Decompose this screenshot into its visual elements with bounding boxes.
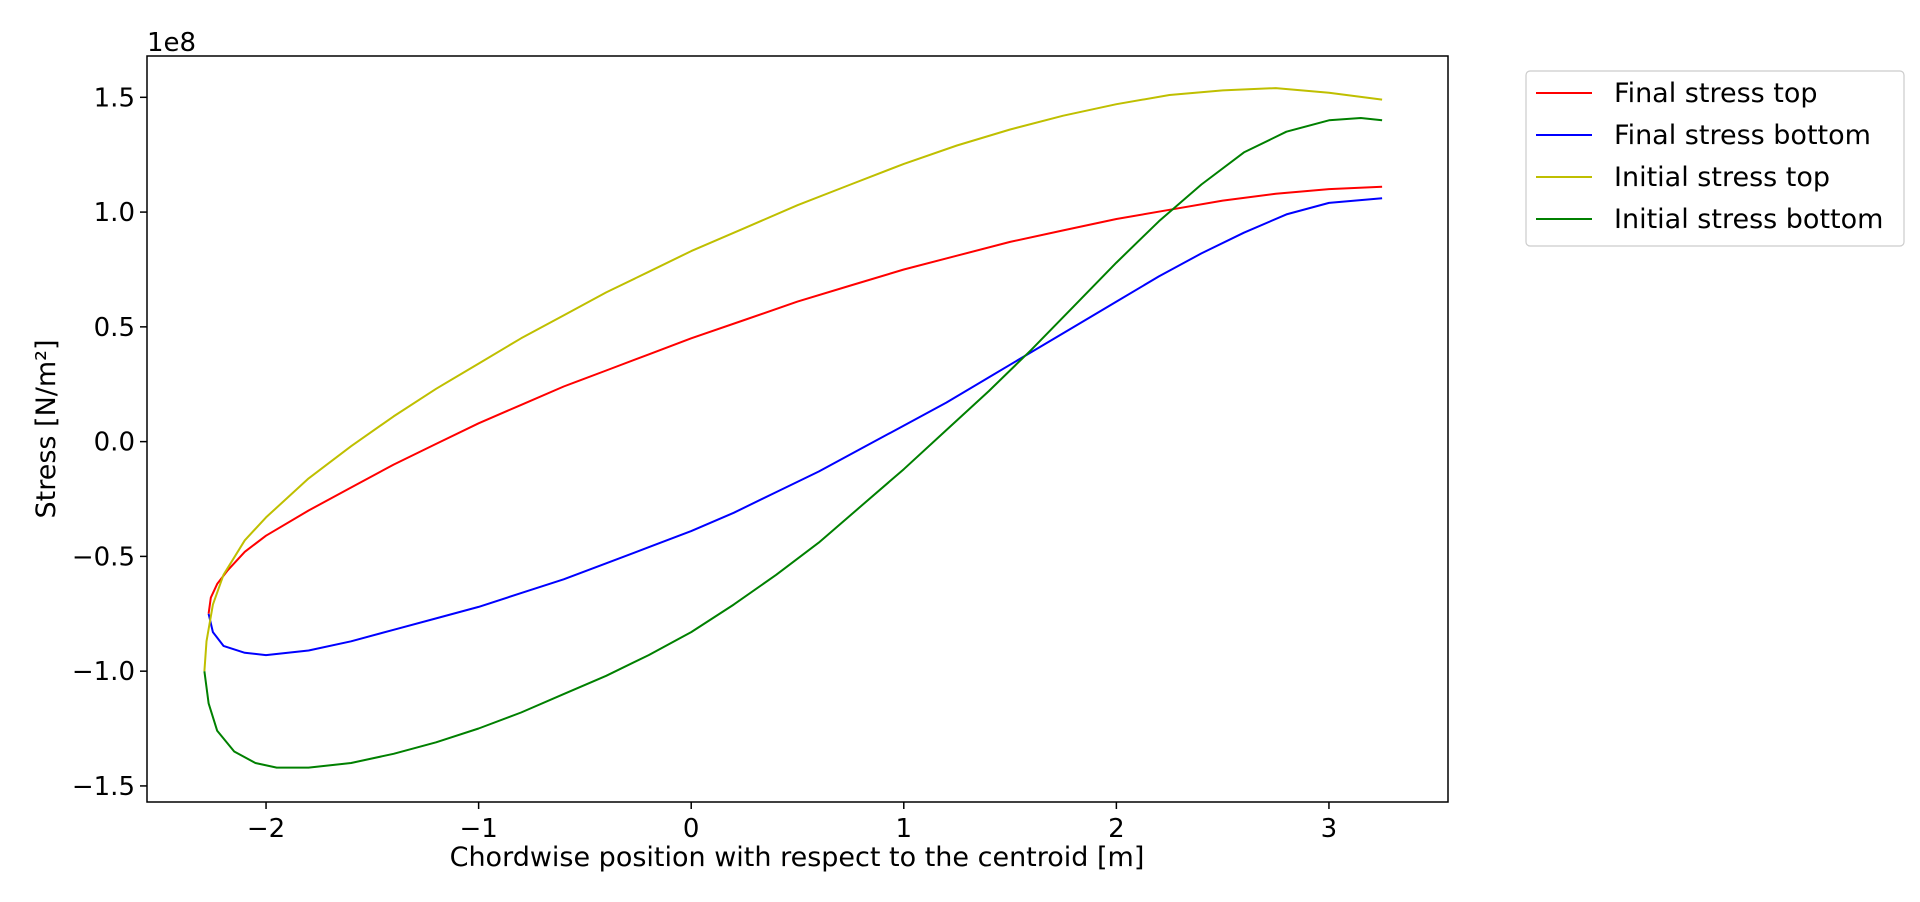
x-axis-ticks: −2 −1 0 1 2 3 bbox=[247, 802, 1337, 844]
series-layer bbox=[203, 87, 1383, 769]
x-tick-label: 1 bbox=[896, 814, 913, 844]
x-axis-label: Chordwise position with respect to the c… bbox=[450, 842, 1145, 873]
legend-label-1: Final stress top bbox=[1614, 78, 1818, 109]
legend-frame bbox=[1525, 70, 1905, 247]
y-offset-label: 1e8 bbox=[147, 28, 196, 58]
y-tick-label: −0.5 bbox=[72, 542, 135, 572]
x-tick-label: −1 bbox=[459, 814, 497, 844]
y-tick-label: 1.5 bbox=[94, 83, 135, 113]
x-tick-label: 0 bbox=[683, 814, 700, 844]
plot-area-frame bbox=[146, 55, 1449, 803]
series-line-1 bbox=[207, 185, 1383, 614]
y-tick-label: −1.5 bbox=[72, 772, 135, 802]
y-axis-label: Stress [N/m²] bbox=[31, 339, 62, 518]
legend-label-4: Initial stress bottom bbox=[1614, 204, 1883, 235]
x-tick-label: −2 bbox=[247, 814, 285, 844]
x-tick-label: 2 bbox=[1108, 814, 1125, 844]
y-tick-label: 0.0 bbox=[94, 428, 135, 458]
series-line-2 bbox=[207, 197, 1383, 657]
series-line-3 bbox=[203, 87, 1383, 672]
y-tick-label: 1.0 bbox=[94, 198, 135, 228]
legend: Final stress top Final stress bottom Initi… bbox=[1525, 70, 1905, 247]
y-tick-label: 0.5 bbox=[94, 313, 135, 343]
legend-label-2: Final stress bottom bbox=[1614, 120, 1871, 151]
series-line-4 bbox=[203, 117, 1383, 769]
x-tick-label: 3 bbox=[1321, 814, 1338, 844]
y-axis-ticks: −1.5 −1.0 −0.5 0.0 0.5 1.0 1.5 bbox=[72, 83, 147, 802]
legend-label-3: Initial stress top bbox=[1614, 162, 1830, 193]
y-tick-label: −1.0 bbox=[72, 657, 135, 687]
